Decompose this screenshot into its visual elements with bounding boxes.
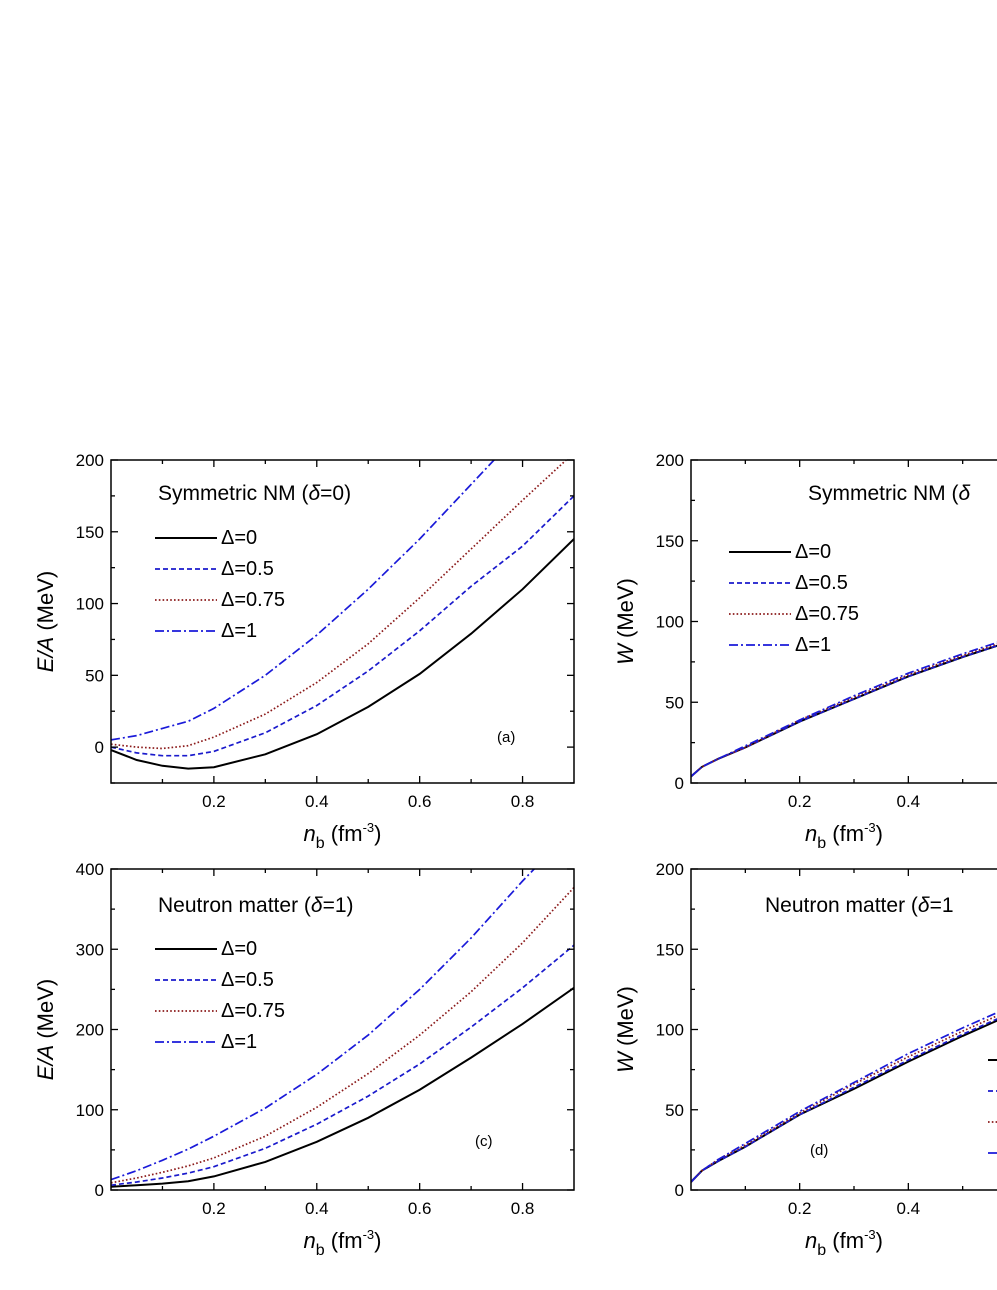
x-tick-label-b-1: 0.4: [897, 792, 921, 811]
series-line-c-2: [111, 886, 574, 1184]
series-line-d-0: [691, 1019, 997, 1183]
legend-d: Δ=0Δ=0.5Δ=0.75Δ=1: [988, 1059, 997, 1154]
series-group-d: [691, 1011, 997, 1183]
series-line-d-1: [691, 1018, 997, 1183]
y-axis-label-a: E/A (MeV): [33, 571, 58, 672]
panel-label-c: (c): [475, 1133, 493, 1150]
x-tick-label-c-1: 0.4: [305, 1199, 329, 1218]
series-line-a-2: [111, 460, 568, 750]
legend-label-c-0: Δ=0: [221, 938, 257, 960]
panel-a: 0.2 0.4 0.6 0.8 0 50 100 150 200 nb (fm-3) E/A (Me…: [33, 451, 575, 852]
x-tick-label-d-1: 0.4: [897, 1199, 921, 1218]
legend-label-c-2: Δ=0.75: [221, 1000, 285, 1022]
legend-label-b-0: Δ=0: [795, 541, 831, 563]
y-tick-label-c-3: 300: [76, 940, 104, 959]
x-tick-label-a-2: 0.6: [408, 792, 432, 811]
y-tick-label-b-2: 100: [656, 613, 684, 632]
x-axis-label-c: nb (fm-3): [304, 1227, 382, 1259]
y-axis-label-b: W (MeV): [613, 578, 638, 665]
y-tick-label-a-3: 150: [76, 523, 104, 542]
y-tick-label-c-4: 400: [76, 860, 104, 879]
panel-label-a: (a): [497, 729, 515, 746]
x-tick-label-a-0: 0.2: [202, 792, 226, 811]
y-tick-label-d-4: 200: [656, 860, 684, 879]
x-tick-label-d-0: 0.2: [788, 1199, 812, 1218]
legend-label-a-2: Δ=0.75: [221, 589, 285, 611]
legend-label-a-3: Δ=1: [221, 620, 257, 642]
legend-label-c-1: Δ=0.5: [221, 969, 274, 991]
series-line-b-1: [691, 644, 997, 778]
x-tick-label-c-3: 0.8: [511, 1199, 535, 1218]
series-line-b-3: [691, 641, 997, 778]
y-tick-label-a-0: 0: [95, 738, 104, 757]
series-group-c: [111, 869, 574, 1188]
x-axis-label-d: nb (fm-3): [805, 1227, 883, 1259]
panel-title-b: Symmetric NM (δ: [808, 482, 971, 505]
plot-frame-c: [110, 868, 575, 1191]
series-line-c-0: [111, 986, 574, 1188]
legend-b: Δ=0 Δ=0.5 Δ=0.75 Δ=1: [729, 541, 859, 656]
series-line-a-1: [111, 495, 574, 757]
y-tick-label-d-0: 0: [675, 1181, 684, 1200]
series-line-c-1: [111, 944, 574, 1187]
y-tick-label-d-1: 50: [665, 1101, 684, 1120]
y-tick-label-b-4: 200: [656, 451, 684, 470]
series-line-a-0: [111, 538, 574, 770]
panel-title-a: Symmetric NM (δ=0): [158, 482, 351, 505]
x-tick-label-a-1: 0.4: [305, 792, 329, 811]
x-tick-label-b-0: 0.2: [788, 792, 812, 811]
series-line-d-2: [691, 1014, 997, 1183]
plot-frame-d: [690, 868, 997, 1191]
y-axis-label-c: E/A (MeV): [33, 979, 58, 1080]
y-tick-label-d-2: 100: [656, 1021, 684, 1040]
y-tick-label-d-3: 150: [656, 940, 684, 959]
panel-c: 0.2 0.4 0.6 0.8 0 100 200 300 400 nb (fm-3) E/A (M…: [33, 860, 575, 1259]
legend-label-b-3: Δ=1: [795, 634, 831, 656]
x-axis-label-b: nb (fm-3): [805, 820, 883, 852]
legend-label-a-0: Δ=0: [221, 527, 257, 549]
series-line-c-3: [111, 869, 536, 1181]
legend-a: Δ=0 Δ=0.5 Δ=0.75 Δ=1: [155, 527, 285, 642]
series-group-b: [691, 641, 997, 778]
y-axis-label-d: W (MeV): [613, 986, 638, 1073]
legend-label-b-2: Δ=0.75: [795, 603, 859, 625]
panel-title-c: Neutron matter (δ=1): [158, 894, 354, 917]
series-line-d-3: [691, 1011, 997, 1183]
y-tick-label-a-1: 50: [85, 666, 104, 685]
legend-label-a-1: Δ=0.5: [221, 558, 274, 580]
panel-title-d: Neutron matter (δ=1: [765, 894, 954, 917]
x-tick-label-c-0: 0.2: [202, 1199, 226, 1218]
y-tick-label-b-0: 0: [675, 774, 684, 793]
legend-label-c-3: Δ=1: [221, 1031, 257, 1053]
y-tick-label-b-3: 150: [656, 532, 684, 551]
panel-b: 0.20.40050100150200nb (fm-3)W (MeV)Symme…: [613, 451, 997, 852]
x-axis-label-a: nb (fm-3): [304, 820, 382, 852]
y-tick-label-c-0: 0: [95, 1181, 104, 1200]
x-tick-label-c-2: 0.6: [408, 1199, 432, 1218]
y-tick-label-b-1: 50: [665, 693, 684, 712]
panel-label-d: (d): [810, 1142, 828, 1159]
y-tick-label-a-4: 200: [76, 451, 104, 470]
series-group-a: [111, 460, 574, 770]
y-tick-label-a-2: 100: [76, 595, 104, 614]
legend-label-b-1: Δ=0.5: [795, 572, 848, 594]
legend-c: Δ=0 Δ=0.5 Δ=0.75 Δ=1: [155, 938, 285, 1053]
y-tick-label-c-1: 100: [76, 1101, 104, 1120]
y-tick-label-c-2: 200: [76, 1021, 104, 1040]
x-tick-label-a-3: 0.8: [511, 792, 535, 811]
panel-d: 0.20.40050100150200nb (fm-3)W (MeV)Neutr…: [613, 860, 997, 1259]
plot-frame-a: [110, 459, 575, 784]
